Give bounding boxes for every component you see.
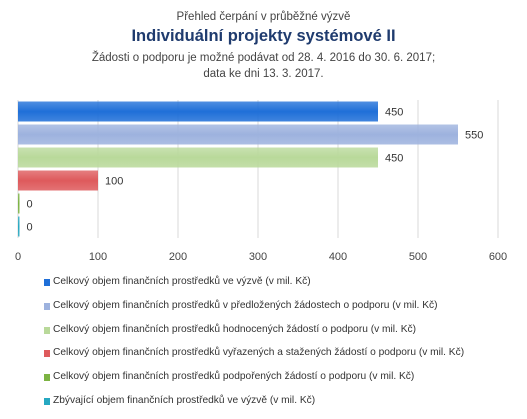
bar-value-label: 450 xyxy=(385,107,403,119)
legend-label: Celkový objem finančních prostředků vyřa… xyxy=(53,347,465,359)
x-tick-label: 400 xyxy=(329,251,347,263)
legend-swatch xyxy=(44,302,50,310)
bar xyxy=(18,124,458,145)
legend-swatch xyxy=(44,374,50,382)
legend-swatch xyxy=(44,350,50,358)
legend-label: Celkový objem finančních prostředků hodn… xyxy=(53,323,416,335)
chart-supertitle: Přehled čerpání v průběžné výzvě xyxy=(176,11,351,23)
x-tick-label: 0 xyxy=(15,251,21,263)
legend-swatch xyxy=(44,326,50,334)
x-tick-label: 100 xyxy=(89,251,107,263)
bar-value-label: 0 xyxy=(27,199,33,211)
bar-value-label: 0 xyxy=(27,222,33,234)
x-tick-label: 200 xyxy=(169,251,187,263)
legend-label: Celkový objem finančních prostředků ve v… xyxy=(53,276,311,287)
legend-swatch xyxy=(44,397,50,405)
legend-label: Zbývající objem finančních prostředků ve… xyxy=(53,394,316,406)
legend-label: Celkový objem finančních prostředků podp… xyxy=(53,371,415,383)
bar xyxy=(18,147,378,168)
legend-label: Celkový objem finančních prostředků v př… xyxy=(53,299,438,311)
bar-chart: 0 100 200 300 400 500 600 450 550 450 100 0 0 xyxy=(15,100,507,263)
bar-value-label: 450 xyxy=(385,153,403,165)
legend-swatch xyxy=(44,279,50,286)
bar xyxy=(18,101,378,122)
chart-subtitle-line2: data ke dni 13. 3. 2017. xyxy=(203,68,324,80)
bar xyxy=(18,216,20,237)
chart-title: Individuální projekty systémové II xyxy=(131,27,396,45)
bar-value-label: 550 xyxy=(465,130,483,142)
bar xyxy=(18,193,20,214)
x-tick-label: 300 xyxy=(249,251,267,263)
chart-subtitle-line1: Žádosti o podporu je možné podávat od 28… xyxy=(91,52,436,64)
x-tick-label: 500 xyxy=(409,251,427,263)
bar xyxy=(18,170,98,191)
bar-value-label: 100 xyxy=(105,176,123,188)
x-tick-label: 600 xyxy=(489,251,507,263)
